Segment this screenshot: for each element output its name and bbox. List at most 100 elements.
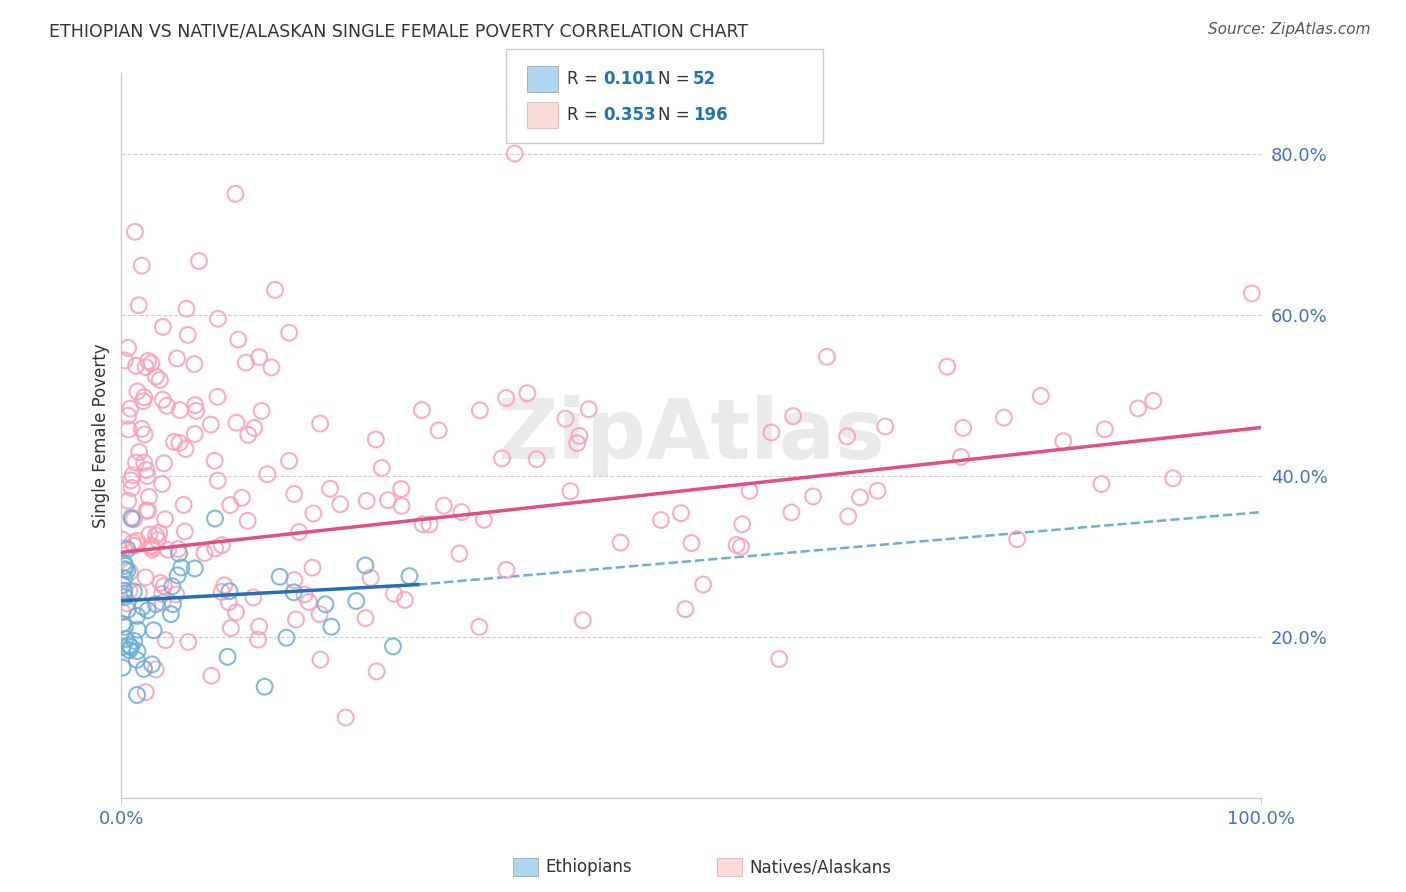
Point — [382, 587, 405, 601]
Point — [114, 562, 136, 576]
Point — [128, 298, 150, 312]
Point — [673, 602, 696, 616]
Point — [132, 662, 155, 676]
Point — [449, 547, 471, 561]
Point — [153, 456, 176, 470]
Point — [112, 583, 135, 598]
Point — [118, 643, 141, 657]
Text: R =: R = — [567, 106, 603, 124]
Point — [173, 498, 195, 512]
Point — [298, 595, 321, 609]
Point — [117, 341, 139, 355]
Point — [131, 599, 153, 614]
Point — [204, 454, 226, 468]
Point — [354, 611, 377, 625]
Point — [247, 632, 270, 647]
Point — [156, 399, 179, 413]
Point — [768, 652, 790, 666]
Point — [114, 632, 136, 646]
Point — [360, 571, 382, 585]
Point — [128, 445, 150, 459]
Point — [283, 585, 305, 599]
Point — [419, 517, 441, 532]
Point — [138, 527, 160, 541]
Point — [226, 333, 249, 347]
Point — [371, 461, 394, 475]
Point — [152, 319, 174, 334]
Point — [354, 558, 377, 573]
Point — [117, 409, 139, 423]
Point — [131, 259, 153, 273]
Point — [250, 404, 273, 418]
Point — [138, 490, 160, 504]
Point — [450, 505, 472, 519]
Text: 52: 52 — [693, 70, 716, 88]
Point — [145, 597, 167, 611]
Point — [122, 584, 145, 599]
Point — [170, 560, 193, 574]
Point — [122, 633, 145, 648]
Point — [411, 403, 433, 417]
Point — [427, 423, 450, 437]
Point — [157, 542, 180, 557]
Point — [238, 428, 260, 442]
Point — [150, 477, 173, 491]
Point — [1126, 401, 1149, 416]
Point — [219, 498, 242, 512]
Point — [148, 525, 170, 540]
Point — [738, 483, 761, 498]
Point — [153, 512, 176, 526]
Point — [225, 606, 247, 620]
Point — [117, 542, 139, 557]
Point — [1161, 471, 1184, 485]
Text: Ethiopians: Ethiopians — [546, 858, 633, 876]
Text: N =: N = — [658, 70, 695, 88]
Point — [127, 623, 149, 637]
Point — [135, 570, 157, 584]
Point — [112, 556, 135, 570]
Point — [136, 469, 159, 483]
Point — [188, 254, 211, 268]
Point — [120, 640, 142, 655]
Point — [167, 547, 190, 561]
Point — [308, 607, 330, 621]
Text: R =: R = — [567, 70, 603, 88]
Point — [145, 528, 167, 542]
Point — [495, 391, 517, 405]
Point — [183, 357, 205, 371]
Point — [165, 587, 187, 601]
Point — [141, 541, 163, 555]
Point — [145, 369, 167, 384]
Point — [288, 524, 311, 539]
Text: 0.353: 0.353 — [603, 106, 655, 124]
Point — [398, 569, 420, 583]
Text: ETHIOPIAN VS NATIVE/ALASKAN SINGLE FEMALE POVERTY CORRELATION CHART: ETHIOPIAN VS NATIVE/ALASKAN SINGLE FEMAL… — [49, 22, 748, 40]
Point — [122, 539, 145, 553]
Point — [218, 584, 240, 599]
Point — [114, 558, 136, 573]
Point — [503, 146, 526, 161]
Point — [782, 409, 804, 424]
Point — [526, 452, 548, 467]
Point — [761, 425, 783, 440]
Point — [731, 517, 754, 532]
Point — [207, 311, 229, 326]
Point — [1090, 477, 1112, 491]
Point — [149, 576, 172, 591]
Point — [1005, 533, 1028, 547]
Point — [141, 356, 163, 370]
Text: Source: ZipAtlas.com: Source: ZipAtlas.com — [1208, 22, 1371, 37]
Point — [801, 490, 824, 504]
Point — [136, 354, 159, 368]
Point — [329, 497, 352, 511]
Point — [253, 680, 276, 694]
Point — [578, 402, 600, 417]
Point — [134, 456, 156, 470]
Point — [112, 572, 135, 586]
Point — [1052, 434, 1074, 449]
Point — [243, 421, 266, 435]
Point — [1240, 286, 1263, 301]
Point — [120, 401, 142, 416]
Point — [174, 442, 197, 456]
Point — [837, 509, 859, 524]
